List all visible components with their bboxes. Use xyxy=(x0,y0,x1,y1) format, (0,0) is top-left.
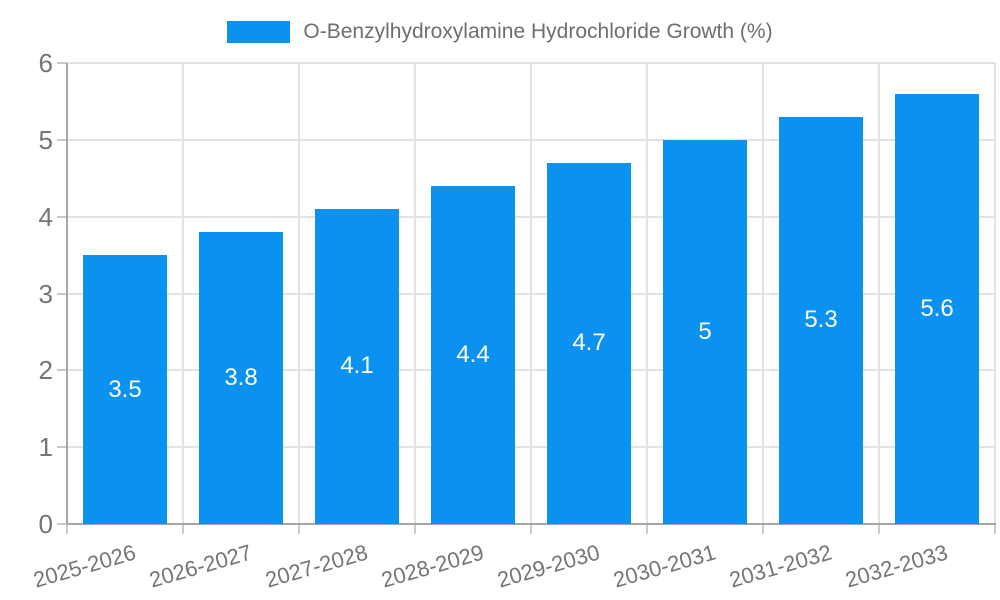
bar xyxy=(895,93,979,524)
bar-value-label: 5.6 xyxy=(920,294,954,322)
y-axis-label: 2 xyxy=(38,355,53,386)
bar-value-label: 3.8 xyxy=(224,364,258,392)
bar-value-label: 4.7 xyxy=(572,329,606,357)
y-axis-tick xyxy=(57,138,67,141)
bar xyxy=(83,255,167,524)
x-gridline xyxy=(762,63,764,524)
bar xyxy=(199,232,283,524)
bar xyxy=(315,208,399,524)
y-axis-tick xyxy=(57,62,67,64)
bar-value-label: 5 xyxy=(698,317,712,345)
x-axis-tick xyxy=(530,525,532,534)
x-axis-label: 2027-2028 xyxy=(262,539,371,593)
bar-value-label: 5.3 xyxy=(804,306,838,334)
y-axis-tick xyxy=(57,446,67,449)
x-axis-label: 2029-2030 xyxy=(494,539,603,593)
legend-swatch xyxy=(227,21,291,43)
legend-label: O-Benzylhydroxylamine Hydrochloride Grow… xyxy=(303,20,773,43)
x-axis-tick xyxy=(762,525,764,534)
x-axis-tick xyxy=(66,525,68,534)
x-gridline xyxy=(878,63,880,524)
x-gridline xyxy=(182,63,184,524)
bar-value-label: 4.1 xyxy=(340,352,374,380)
bar-value-label: 3.5 xyxy=(108,375,142,403)
x-axis-tick xyxy=(646,525,648,534)
bar xyxy=(431,185,515,524)
bar-value-label: 4.4 xyxy=(456,340,490,368)
x-gridline xyxy=(530,63,532,524)
y-axis-tick xyxy=(57,369,67,372)
y-axis-label: 0 xyxy=(38,509,53,539)
x-axis-label: 2025-2026 xyxy=(30,539,139,593)
legend: O-Benzylhydroxylamine Hydrochloride Grow… xyxy=(0,20,1000,44)
x-axis-tick xyxy=(182,525,184,534)
y-axis-label: 6 xyxy=(38,48,53,78)
x-axis-label: 2028-2029 xyxy=(378,539,487,593)
y-axis-tick xyxy=(57,523,67,525)
y-axis-label: 5 xyxy=(38,124,53,155)
x-axis-label: 2030-2031 xyxy=(610,539,719,593)
x-gridline xyxy=(646,63,648,524)
bar xyxy=(547,162,631,524)
y-axis-line xyxy=(66,63,68,524)
x-axis-tick xyxy=(298,525,300,534)
x-axis-label: 2031-2032 xyxy=(726,539,835,593)
x-gridline xyxy=(414,63,416,524)
x-axis-label: 2032-2033 xyxy=(842,539,951,593)
x-gridline xyxy=(994,63,996,524)
y-axis-label: 3 xyxy=(38,278,53,309)
y-axis-tick xyxy=(57,292,67,295)
y-axis-label: 1 xyxy=(38,432,53,463)
x-axis-tick xyxy=(994,525,996,534)
x-axis-tick xyxy=(414,525,416,534)
bar xyxy=(663,139,747,524)
bar xyxy=(779,116,863,524)
y-axis-label: 4 xyxy=(38,201,53,232)
x-axis-line xyxy=(67,523,996,525)
x-axis-label: 2026-2027 xyxy=(146,539,255,593)
x-axis-tick xyxy=(878,525,880,534)
x-gridline xyxy=(298,63,300,524)
y-axis-tick xyxy=(57,215,67,218)
